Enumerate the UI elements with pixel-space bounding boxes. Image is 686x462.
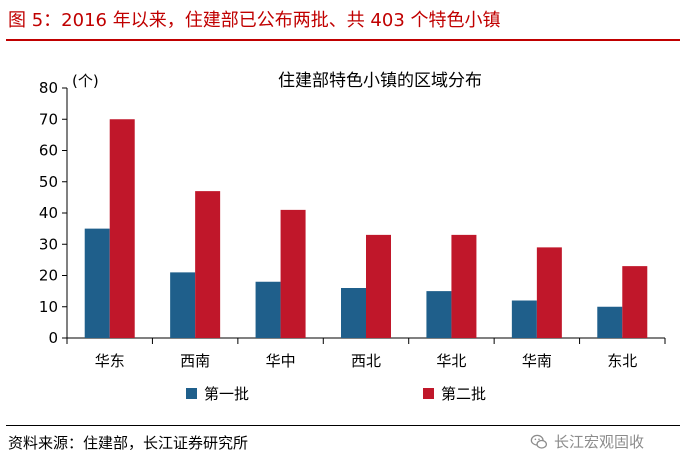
legend-label-series-2: 第二批 — [441, 385, 487, 403]
category-label: 西北 — [351, 352, 381, 370]
category-label: 华中 — [266, 352, 296, 370]
bar-series-2 — [109, 119, 135, 338]
bar-series-1 — [597, 306, 623, 338]
y-tick-label: 40 — [39, 204, 58, 222]
category-label: 西南 — [180, 352, 210, 370]
y-tick-label: 30 — [39, 235, 58, 253]
category-label: 华南 — [522, 352, 552, 370]
y-tick-label: 70 — [39, 110, 58, 128]
bar-series-1 — [341, 288, 366, 338]
figure-caption: 图 5：2016 年以来，住建部已公布两批、共 403 个特色小镇 — [8, 10, 501, 31]
y-tick-label: 50 — [39, 173, 58, 191]
bar-series-1 — [84, 228, 110, 338]
bar-series-1 — [426, 291, 452, 338]
bar-series-2 — [195, 191, 221, 338]
legend-item-series-1: 第一批 — [186, 383, 249, 404]
category-labels: 华东 西南 华中 西北 华北 华南 东北 — [95, 352, 638, 370]
y-tick-label: 60 — [39, 142, 58, 160]
bar-series-2 — [451, 234, 477, 338]
watermark-text: 长江宏观固收 — [554, 433, 645, 451]
legend-label-series-1: 第一批 — [204, 385, 250, 403]
y-tick-label: 20 — [39, 267, 58, 285]
bar-series-1 — [170, 272, 196, 338]
watermark: 长江宏观固收 — [530, 428, 644, 456]
category-label: 东北 — [607, 352, 637, 370]
y-axis-unit-label: (个) — [72, 72, 99, 90]
caption-rule — [6, 39, 680, 41]
category-label: 华东 — [95, 352, 125, 370]
source-rule — [6, 425, 680, 426]
bar-series-2 — [280, 209, 306, 338]
legend-swatch-series-2 — [423, 388, 434, 399]
bar-series-2 — [536, 247, 562, 338]
legend-swatch-series-1 — [186, 388, 197, 399]
source-note: 资料来源：住建部，长江证券研究所 — [8, 434, 249, 452]
y-tick-label: 80 — [39, 79, 58, 97]
bar-series-2 — [366, 234, 391, 338]
bar-series-2 — [622, 266, 648, 338]
chart-title: 住建部特色小镇的区域分布 — [278, 71, 482, 91]
wechat-icon — [530, 434, 548, 449]
bars — [84, 119, 648, 338]
bar-series-1 — [255, 281, 281, 338]
y-tick-label: 10 — [39, 298, 58, 316]
category-label: 华北 — [436, 352, 466, 370]
legend-item-series-2: 第二批 — [423, 383, 486, 404]
y-axis: 0 10 20 30 40 50 60 70 80 — [39, 79, 68, 347]
x-axis — [66, 337, 666, 344]
y-tick-label: 0 — [48, 329, 58, 347]
bar-series-1 — [511, 300, 537, 338]
